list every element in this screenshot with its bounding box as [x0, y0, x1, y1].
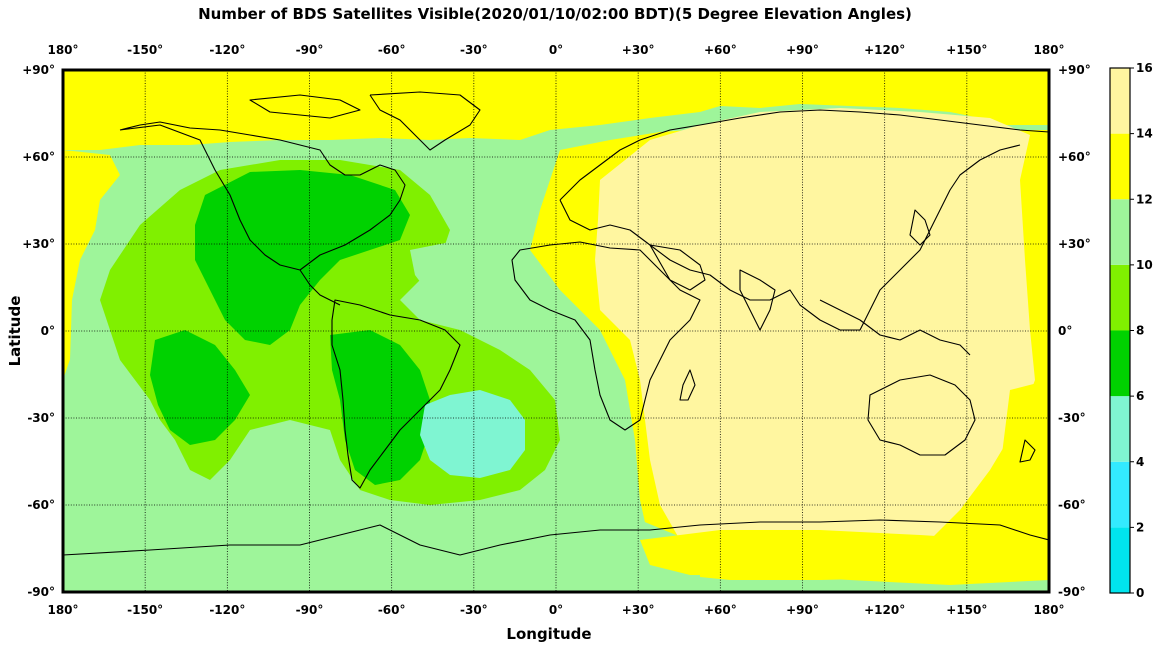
lon-tick-bottom: -150° [127, 603, 163, 617]
coastline-new-zealand [1019, 439, 1036, 463]
colorbar-bin [1110, 527, 1130, 593]
lon-tick-top: -60° [378, 43, 406, 57]
colorbar-tick-label: 10 [1136, 258, 1153, 272]
lat-tick-right: +60° [1058, 150, 1091, 164]
coastline-europe-asia [559, 109, 1049, 331]
y-axis-label: Latitude [6, 296, 24, 367]
chart-title: Number of BDS Satellites Visible(2020/01… [198, 5, 912, 23]
lon-tick-top: -150° [127, 43, 163, 57]
coastline-india [739, 269, 776, 331]
lon-tick-bottom: -90° [296, 603, 324, 617]
colorbar-bin [1110, 199, 1130, 265]
lon-tick-top: 180° [47, 43, 78, 57]
lon-tick-bottom: +60° [704, 603, 737, 617]
lon-tick-bottom: 180° [1033, 603, 1064, 617]
colorbar-tick-label: 2 [1136, 520, 1144, 534]
lat-tick-right: -30° [1058, 411, 1086, 425]
coastline-greenland [369, 91, 481, 151]
colorbar-bin [1110, 396, 1130, 462]
lon-tick-bottom: 180° [47, 603, 78, 617]
heat-region-dark-green-south [330, 330, 430, 485]
lon-tick-bottom: +90° [786, 603, 819, 617]
lon-tick-top: -120° [209, 43, 245, 57]
coastline-antarctica [63, 519, 1049, 556]
lon-tick-bottom: +120° [864, 603, 905, 617]
colorbar-tick-label: 0 [1136, 586, 1144, 600]
coastline-south-america [331, 299, 461, 489]
heat-region-east-pale [595, 108, 1035, 560]
heat-region-antarctic-yellow [640, 530, 1049, 585]
heat-region-dark-green-north [195, 170, 410, 345]
colorbar-bin [1110, 264, 1130, 331]
colorbar-bin [1110, 330, 1130, 397]
coastline-japan [909, 209, 931, 246]
colorbar-bin [1110, 461, 1130, 528]
coastline-north-america [119, 121, 406, 271]
coastline-madagascar [679, 369, 696, 401]
latitude-ticks-left: +90° +60° +30° 0° -30° -60° -90° [22, 63, 55, 599]
lat-tick-left: +90° [22, 63, 55, 77]
colorbar-ticks: 16 14 12 10 8 6 4 2 0 [1130, 61, 1153, 600]
lat-tick-left: -60° [27, 498, 55, 512]
lon-tick-bottom: +30° [622, 603, 655, 617]
lon-tick-bottom: +150° [946, 603, 987, 617]
heat-region-west-yellow [63, 150, 120, 380]
lon-tick-bottom: 0° [549, 603, 563, 617]
lat-tick-left: +30° [22, 237, 55, 251]
heat-region-far-east-yellow [990, 380, 1049, 560]
longitude-ticks-bottom: 180° -150° -120° -90° -60° -30° 0° +30° +60° +90°… [47, 603, 1064, 617]
lat-tick-left: -90° [27, 585, 55, 599]
lon-tick-bottom: -30° [460, 603, 488, 617]
colorbar-tick-label: 6 [1136, 389, 1144, 403]
lon-tick-top: +90° [786, 43, 819, 57]
heat-region-north-atlantic [410, 240, 540, 310]
lon-tick-bottom: -120° [209, 603, 245, 617]
colorbar-bin [1110, 133, 1130, 200]
coastline-central-america [299, 269, 341, 306]
coastline-arctic-islands [249, 94, 361, 119]
x-axis-label: Longitude [506, 625, 591, 643]
colorbar-tick-label: 12 [1136, 192, 1153, 206]
lon-tick-top: 180° [1033, 43, 1064, 57]
latitude-ticks-right: +90° +60° +30° 0° -30° -60° -90° [1058, 63, 1091, 599]
lon-tick-bottom: -60° [378, 603, 406, 617]
map-frame [61, 68, 1051, 594]
lon-tick-top: +30° [622, 43, 655, 57]
lon-tick-top: -30° [460, 43, 488, 57]
coastline-australia [867, 374, 976, 456]
coastlines [63, 91, 1049, 556]
heat-region-dark-green-pacific [150, 330, 250, 445]
coastline-southeast-asia [819, 299, 971, 356]
heat-region-south-atlantic [420, 390, 525, 478]
lon-tick-top: -90° [296, 43, 324, 57]
lat-tick-left: 0° [41, 324, 55, 338]
colorbar-tick-label: 4 [1136, 455, 1144, 469]
lat-tick-right: +90° [1058, 63, 1091, 77]
heat-region-southern-light [63, 495, 700, 592]
lon-tick-top: 0° [549, 43, 563, 57]
colorbar-tick-label: 16 [1136, 61, 1153, 75]
colorbar-tick-label: 8 [1136, 324, 1144, 338]
colorbar [1109, 67, 1131, 594]
lon-tick-top: +60° [704, 43, 737, 57]
coastline-arabia [649, 244, 706, 291]
graticule [63, 70, 1049, 592]
longitude-ticks-top: 180° -150° -120° -90° -60° -30° 0° +30° +60° +90°… [47, 43, 1064, 57]
coastline-africa [511, 241, 701, 431]
lat-tick-right: 0° [1058, 324, 1072, 338]
lat-tick-left: -30° [27, 411, 55, 425]
colorbar-tick-label: 14 [1136, 127, 1153, 141]
lat-tick-right: -60° [1058, 498, 1086, 512]
lat-tick-left: +60° [22, 150, 55, 164]
lon-tick-top: +120° [864, 43, 905, 57]
lat-tick-right: -90° [1058, 585, 1086, 599]
lon-tick-top: +150° [946, 43, 987, 57]
colorbar-bin [1110, 68, 1130, 134]
lat-tick-right: +30° [1058, 237, 1091, 251]
